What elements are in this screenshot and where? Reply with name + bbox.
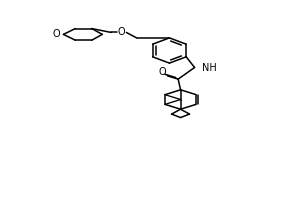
Text: O: O — [52, 29, 60, 39]
Text: NH: NH — [202, 63, 217, 73]
Text: O: O — [117, 27, 125, 37]
Text: O: O — [158, 67, 166, 77]
